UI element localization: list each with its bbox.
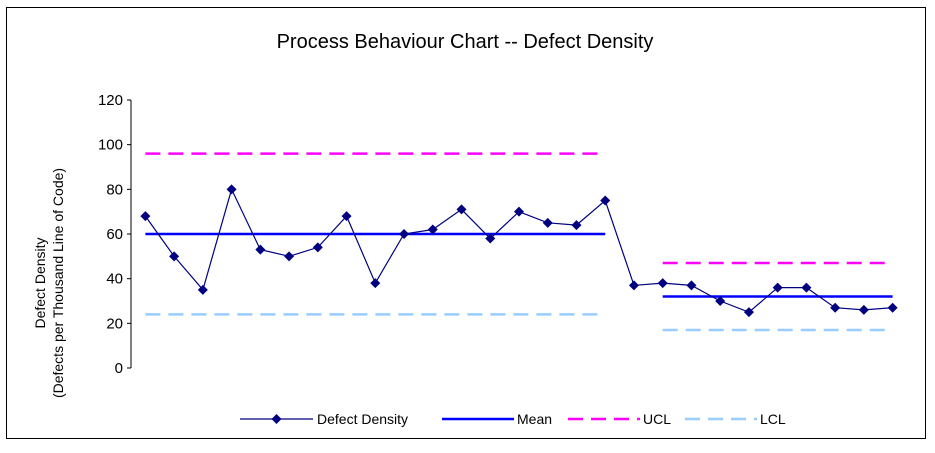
y-tick-label-60: 60 — [106, 226, 123, 243]
defect-density-point-23 — [772, 282, 783, 293]
defect-density-point-27 — [887, 302, 898, 313]
defect-density-point-21 — [715, 296, 726, 306]
legend-label-ucl: UCL — [643, 411, 671, 427]
y-axis-label-line1: Defect Density — [32, 237, 48, 328]
defect-density-point-12 — [456, 204, 467, 215]
defect-density-point-24 — [801, 282, 812, 293]
legend-item-defect-density: Defect Density — [240, 411, 408, 427]
defect-density-point-14 — [514, 206, 524, 217]
defect-density-point-5 — [255, 244, 266, 255]
y-axis-label-line2: (Defects per Thousand Line of Code) — [50, 168, 66, 398]
defect-density-point-2 — [169, 251, 180, 262]
defect-density-series — [140, 184, 898, 318]
defect-density-point-13 — [485, 233, 496, 244]
defect-density-point-7 — [312, 242, 323, 253]
defect-density-point-3 — [197, 284, 208, 295]
legend-label-mean: Mean — [517, 411, 552, 427]
y-axis-label: Defect Density (Defects per Thousand Lin… — [32, 168, 66, 398]
defect-density-point-25 — [830, 302, 841, 313]
y-tick-label-120: 120 — [98, 92, 123, 109]
legend-label-lcl: LCL — [760, 411, 786, 427]
defect-density-point-17 — [600, 195, 611, 206]
control-limit-lines — [145, 152, 893, 332]
defect-density-point-4 — [226, 184, 237, 195]
defect-density-point-15 — [542, 217, 553, 228]
legend-item-lcl: LCL — [685, 411, 786, 427]
chart-title: Process Behaviour Chart -- Defect Densit… — [277, 31, 654, 53]
defect-density-point-1 — [140, 211, 151, 222]
defect-density-point-16 — [571, 220, 582, 231]
defect-density-point-6 — [284, 251, 295, 262]
y-tick-label-100: 100 — [98, 137, 123, 154]
y-axis-ticks: 0 20 40 60 80 100 120 — [98, 92, 131, 377]
legend-item-ucl: UCL — [568, 411, 671, 427]
defect-density-point-19 — [657, 278, 668, 289]
legend: Defect Density Mean UCL LCL — [240, 411, 786, 427]
y-tick-label-40: 40 — [106, 271, 123, 288]
defect-density-point-8 — [341, 211, 352, 222]
defect-density-point-26 — [858, 304, 869, 315]
chart-frame — [6, 7, 926, 439]
y-tick-label-80: 80 — [106, 181, 123, 198]
legend-item-mean: Mean — [442, 411, 552, 427]
defect-density-point-20 — [686, 280, 697, 291]
defect-density-point-10 — [399, 229, 410, 239]
y-tick-label-20: 20 — [106, 315, 123, 332]
defect-density-point-9 — [370, 278, 381, 289]
legend-label-defect-density: Defect Density — [317, 411, 408, 427]
defect-density-point-18 — [628, 280, 639, 291]
defect-density-point-11 — [427, 224, 438, 235]
defect-density-point-22 — [743, 307, 754, 318]
y-tick-label-0: 0 — [115, 360, 123, 377]
